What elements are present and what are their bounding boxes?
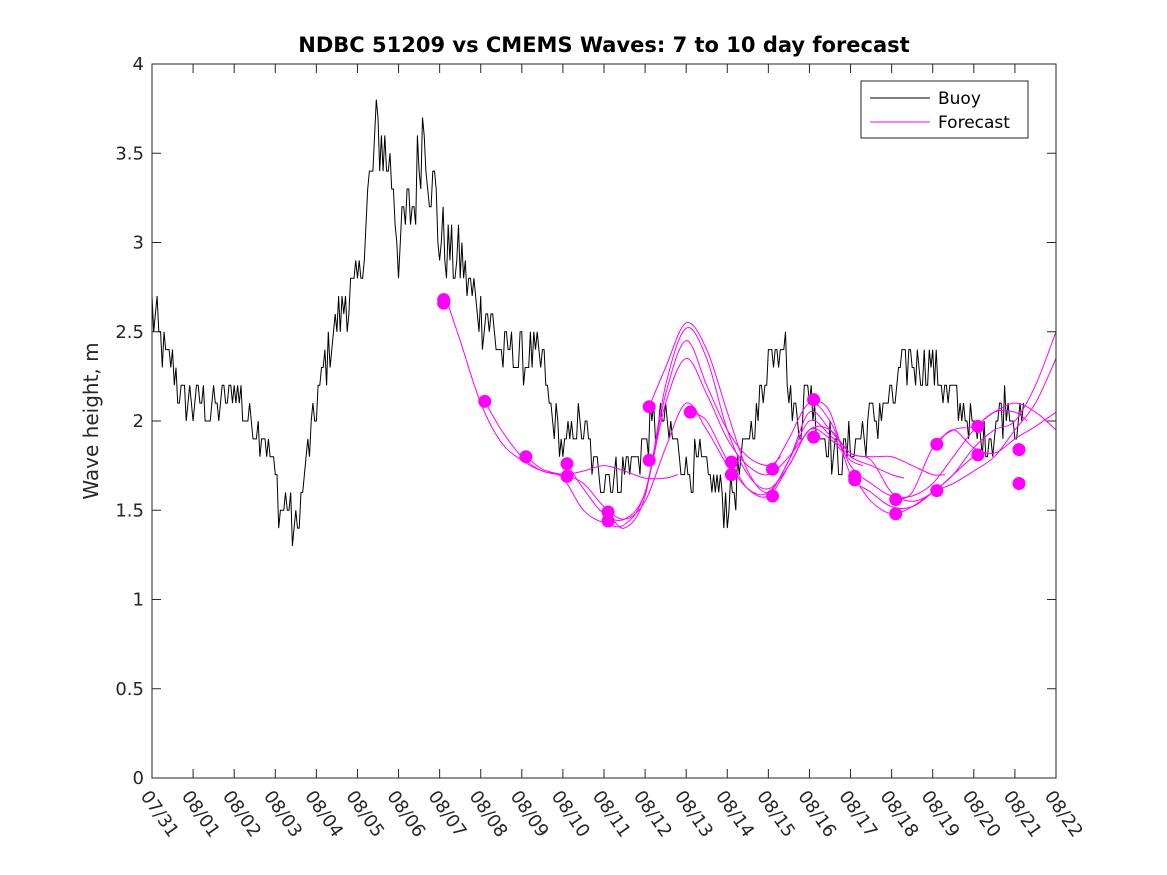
y-tick-label: 2 [133, 411, 144, 432]
y-tick-label: 1 [133, 590, 144, 611]
forecast-marker [807, 430, 821, 444]
forecast-marker [478, 394, 492, 408]
forecast-marker [1012, 477, 1026, 490]
forecast-marker [889, 493, 903, 506]
legend-forecast-label: Forecast [938, 113, 1010, 133]
forecast-marker [560, 469, 574, 483]
y-tick-label: 2.5 [115, 322, 144, 343]
y-tick-label: 3.5 [115, 143, 144, 164]
forecast-marker [1012, 443, 1026, 457]
legend-box [860, 80, 1029, 139]
forecast-series-line [936, 411, 1057, 454]
forecast-marker [724, 455, 738, 469]
forecast-marker [930, 437, 944, 451]
forecast-marker [601, 505, 615, 519]
forecast-marker [601, 514, 615, 528]
forecast-marker [683, 405, 697, 419]
buoy-series-line [151, 99, 1024, 547]
y-tick-label: 0.5 [115, 679, 144, 700]
forecast-series-line [854, 358, 1057, 515]
y-axis-label: Wave height, m [79, 342, 103, 499]
forecast-marker [642, 400, 656, 414]
y-axis: 0 0.5 1 1.5 2 2.5 3 3.5 4 [115, 54, 1056, 789]
forecast-marker [930, 484, 944, 498]
forecast-marker [971, 419, 985, 433]
forecast-marker [807, 393, 821, 407]
forecast-marker [848, 473, 862, 487]
forecast-marker [642, 453, 656, 467]
legend: Buoy Forecast [860, 80, 1029, 139]
forecast-marker [766, 462, 779, 476]
forecast-marker [724, 468, 738, 482]
plot-frame [151, 63, 1057, 779]
legend-buoy-label: Buoy [938, 89, 981, 109]
plot-area [152, 64, 1056, 778]
forecast-marker [889, 507, 903, 521]
series-layer [151, 99, 1057, 547]
y-tick-label: 3 [133, 233, 144, 254]
forecast-marker [437, 296, 451, 310]
chart-title: NDBC 51209 vs CMEMS Waves: 7 to 10 day f… [298, 33, 909, 57]
forecast-marker [519, 450, 533, 464]
y-tick-label: 4 [133, 54, 144, 75]
forecast-series-line [607, 327, 864, 529]
forecast-marker [971, 448, 985, 462]
forecast-marker [560, 457, 574, 471]
y-tick-label: 0 [133, 768, 144, 789]
y-tick-label: 1.5 [115, 500, 144, 521]
forecast-marker [766, 489, 779, 503]
